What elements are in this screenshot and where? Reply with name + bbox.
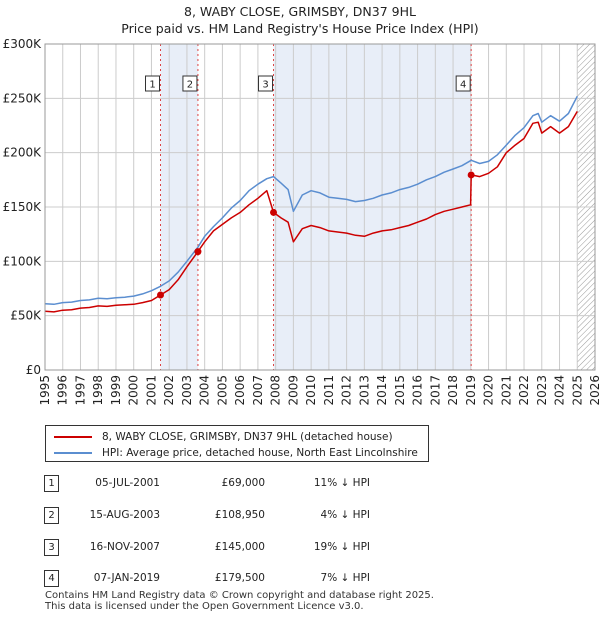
x-tick-label: 1998 xyxy=(91,375,105,406)
x-tick-label: 1999 xyxy=(109,375,123,406)
x-tick-label: 2013 xyxy=(357,375,371,406)
x-tick-label: 2023 xyxy=(535,375,549,406)
x-tick-label: 2026 xyxy=(588,375,600,406)
x-tick-label: 2010 xyxy=(304,375,318,406)
sale-marker-label: 3 xyxy=(262,80,268,91)
sale-hpi-diff: 11% ↓ HPI xyxy=(313,477,370,489)
sale-date: 16-NOV-2007 xyxy=(89,541,160,553)
sale-price: £179,500 xyxy=(214,572,265,584)
sale-number-badge: 3 xyxy=(44,539,59,556)
sale-row: 4 07-JAN-2019 £179,500 7% ↓ HPI xyxy=(0,570,600,590)
x-tick-label: 2004 xyxy=(198,375,212,406)
hpi-line xyxy=(44,95,578,306)
sale-marker-box xyxy=(145,75,160,92)
x-tick-label: 1996 xyxy=(56,375,70,406)
title-line-2: Price paid vs. HM Land Registry's House … xyxy=(121,21,479,36)
plot-frame xyxy=(44,43,596,371)
sale-row: 1 05-JUL-2001 £69,000 11% ↓ HPI xyxy=(0,475,600,495)
sale-price: £145,000 xyxy=(214,541,265,553)
sale-marker-box xyxy=(455,75,471,92)
x-tick-label: 2000 xyxy=(127,375,141,406)
x-tick-label: 1995 xyxy=(38,375,52,406)
x-tick-label: 2016 xyxy=(411,375,425,406)
legend-item-property: 8, WABY CLOSE, GRIMSBY, DN37 9HL (detach… xyxy=(54,429,393,445)
sale-number-badge: 2 xyxy=(44,507,59,524)
x-tick-label: 2009 xyxy=(286,375,300,406)
x-tick-label: 2022 xyxy=(517,375,531,406)
footer: Contains HM Land Registry data © Crown c… xyxy=(45,590,434,612)
y-tick-label: £50K xyxy=(10,309,42,323)
legend-swatch-hpi xyxy=(54,452,92,454)
sale-price: £108,950 xyxy=(214,509,265,521)
x-tick-label: 2001 xyxy=(144,375,158,406)
legend-item-hpi: HPI: Average price, detached house, Nort… xyxy=(54,445,418,461)
x-tick-label: 2024 xyxy=(553,375,567,406)
x-tick-label: 2020 xyxy=(482,375,496,406)
sale-point xyxy=(157,291,164,299)
x-tick-label: 2011 xyxy=(322,375,336,406)
sale-marker-box xyxy=(182,75,198,92)
sale-point xyxy=(467,171,475,179)
sale-point xyxy=(270,208,278,216)
x-tick-label: 2003 xyxy=(180,375,194,406)
sale-number-badge: 4 xyxy=(44,570,59,587)
title-line-1: 8, WABY CLOSE, GRIMSBY, DN37 9HL xyxy=(184,4,416,19)
y-tick-label: £150K xyxy=(3,200,43,214)
sale-marker-label: 4 xyxy=(460,80,466,91)
y-tick-label: £100K xyxy=(3,254,43,268)
y-tick-label: £0 xyxy=(26,363,41,377)
sale-marker-label: 2 xyxy=(187,80,193,91)
y-tick-label: £200K xyxy=(3,146,43,160)
x-tick-label: 2025 xyxy=(570,375,584,406)
sale-date: 05-JUL-2001 xyxy=(95,477,160,489)
legend-label-property: 8, WABY CLOSE, GRIMSBY, DN37 9HL (detach… xyxy=(102,431,393,443)
sale-row: 2 15-AUG-2003 £108,950 4% ↓ HPI xyxy=(0,507,600,527)
x-tick-label: 2017 xyxy=(428,375,442,406)
x-tick-label: 2021 xyxy=(499,375,513,406)
sale-point xyxy=(194,248,202,256)
x-tick-label: 2002 xyxy=(162,375,176,406)
x-tick-label: 2012 xyxy=(340,375,354,406)
legend-swatch-property xyxy=(54,436,92,438)
x-tick-label: 2008 xyxy=(269,375,283,406)
sale-row: 3 16-NOV-2007 £145,000 19% ↓ HPI xyxy=(0,539,600,559)
sale-marker-box xyxy=(258,75,274,92)
y-tick-label: £300K xyxy=(3,37,43,51)
sale-marker-label: 1 xyxy=(149,80,155,91)
footer-licence: This data is licensed under the Open Gov… xyxy=(45,601,364,612)
footer-copyright: Contains HM Land Registry data © Crown c… xyxy=(45,590,434,601)
property-price-line xyxy=(44,111,578,313)
x-tick-label: 2014 xyxy=(375,375,389,406)
sale-date: 15-AUG-2003 xyxy=(89,509,160,521)
x-tick-label: 1997 xyxy=(73,375,87,406)
sale-hpi-diff: 19% ↓ HPI xyxy=(313,541,370,553)
y-tick-label: £250K xyxy=(3,91,43,105)
x-tick-label: 2015 xyxy=(393,375,407,406)
sale-price: £69,000 xyxy=(221,477,265,489)
x-tick-label: 2007 xyxy=(251,375,265,406)
x-tick-label: 2005 xyxy=(215,375,229,406)
legend-label-hpi: HPI: Average price, detached house, Nort… xyxy=(102,447,418,459)
sale-number-badge: 1 xyxy=(44,475,59,492)
sale-hpi-diff: 4% ↓ HPI xyxy=(320,509,370,521)
x-tick-label: 2006 xyxy=(233,375,247,406)
chart-title: 8, WABY CLOSE, GRIMSBY, DN37 9HL Price p… xyxy=(0,3,600,37)
sale-hpi-diff: 7% ↓ HPI xyxy=(320,572,370,584)
x-tick-label: 2018 xyxy=(446,375,460,406)
sale-date: 07-JAN-2019 xyxy=(93,572,160,584)
legend: 8, WABY CLOSE, GRIMSBY, DN37 9HL (detach… xyxy=(45,425,429,462)
x-tick-label: 2019 xyxy=(464,375,478,406)
